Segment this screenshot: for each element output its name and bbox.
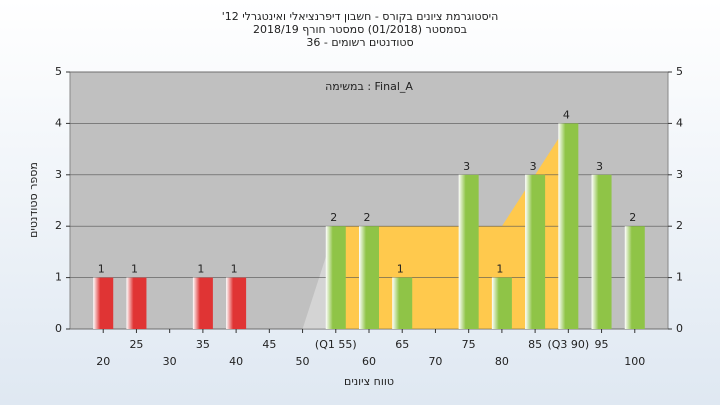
y-tick-label: 4 — [55, 116, 62, 129]
data-label: 1 — [98, 263, 105, 276]
data-label: 1 — [197, 263, 204, 276]
x-tick-label: 40 — [229, 355, 243, 368]
x-tick-label: 45 — [262, 338, 276, 351]
x-tick-label: (Q1 55) — [315, 338, 357, 351]
x-tick-label: 100 — [624, 355, 645, 368]
y2-tick-label: 4 — [676, 116, 683, 129]
data-label: 2 — [629, 211, 636, 224]
y-axis-label: מספר סטודנטים — [27, 162, 40, 238]
bar — [491, 277, 512, 329]
x-tick-label: 85 — [528, 338, 542, 351]
data-label: 3 — [596, 160, 603, 173]
bar — [192, 277, 213, 329]
x-tick-label: 30 — [163, 355, 177, 368]
y2-tick-label: 2 — [676, 219, 683, 232]
x-axis-label: טווח ציונים — [344, 375, 394, 388]
data-label: 1 — [131, 263, 138, 276]
x-tick-label: 20 — [96, 355, 110, 368]
y2-tick-label: 0 — [676, 322, 683, 335]
bar — [359, 226, 379, 329]
bar — [558, 123, 579, 330]
bar — [226, 277, 247, 329]
bar — [93, 277, 114, 329]
data-label: 4 — [563, 108, 570, 121]
y-tick-label: 1 — [55, 271, 62, 284]
x-tick-label: 80 — [495, 355, 509, 368]
title-line: היסטוגרמת ציונים בקורס - חשבון דיפרנציאל… — [222, 10, 499, 23]
data-label: 1 — [231, 263, 238, 276]
bar — [126, 277, 147, 329]
y2-tick-label: 5 — [676, 65, 683, 78]
y2-tick-label: 3 — [676, 168, 683, 181]
bar — [591, 174, 612, 329]
x-tick-label: 95 — [595, 338, 609, 351]
x-tick-label: (Q3 90) — [547, 338, 589, 351]
x-tick-label: 75 — [462, 338, 476, 351]
y-tick-label: 3 — [55, 168, 62, 181]
data-label: 1 — [397, 263, 404, 276]
data-label: 2 — [330, 211, 337, 224]
y-tick-label: 5 — [55, 65, 62, 78]
bar — [458, 174, 479, 329]
title-line: בסמסטר (01/2018) סמסטר חורף 2018/19 — [253, 23, 467, 36]
data-label: 2 — [364, 211, 371, 224]
bar — [525, 174, 546, 329]
x-tick-label: 70 — [428, 355, 442, 368]
x-tick-label: 65 — [395, 338, 409, 351]
x-tick-label: 60 — [362, 355, 376, 368]
x-tick-label: 50 — [296, 355, 310, 368]
annotation: Final_A : במשימה — [325, 80, 413, 93]
bar — [624, 226, 645, 329]
bar — [325, 226, 346, 329]
data-label: 3 — [530, 160, 537, 173]
y-tick-label: 2 — [55, 219, 62, 232]
y-tick-label: 0 — [55, 322, 62, 335]
x-tick-label: 25 — [129, 338, 143, 351]
y2-tick-label: 1 — [676, 271, 683, 284]
data-label: 3 — [463, 160, 470, 173]
title-line: סטודנטים רשומים - 36 — [306, 36, 413, 49]
x-tick-label: 35 — [196, 338, 210, 351]
data-label: 1 — [496, 263, 503, 276]
bar — [392, 277, 413, 329]
